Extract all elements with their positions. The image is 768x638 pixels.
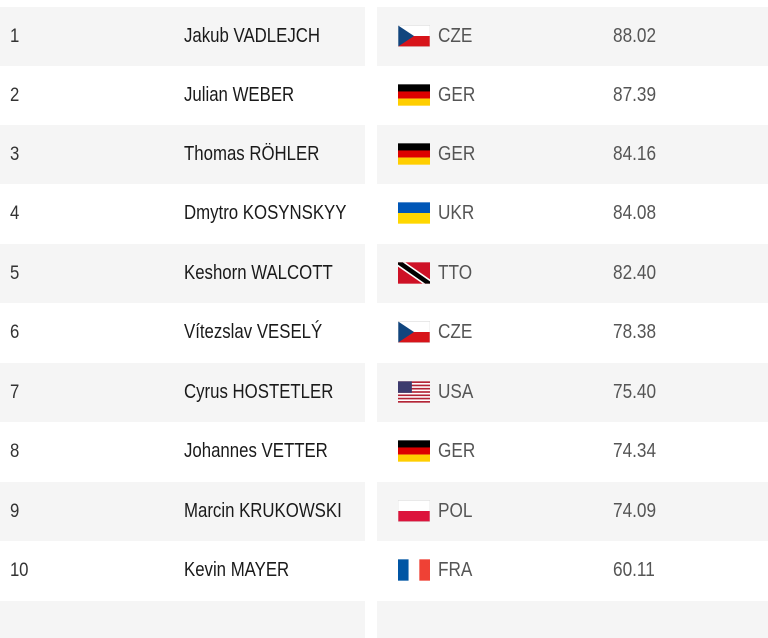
country-code: CZE [438, 25, 473, 47]
table-row[interactable]: 10 Kevin MAYER FRA 60.11 [0, 541, 768, 600]
ukr-flag-icon [398, 202, 430, 224]
athlete-name[interactable]: Julian WEBER [184, 84, 295, 106]
result-cell [377, 125, 768, 184]
rank: 5 [10, 263, 20, 284]
athlete-name[interactable]: Keshorn WALCOTT [184, 262, 333, 284]
country-code: GER [438, 84, 476, 106]
cze-flag-icon [398, 321, 430, 343]
table-row[interactable]: 2 Julian WEBER GER 87.39 [0, 66, 768, 125]
rank: 4 [10, 203, 20, 224]
country-code: GER [438, 143, 476, 165]
fra-flag-icon [398, 559, 430, 581]
result-cell [377, 7, 768, 66]
country-code: CZE [438, 321, 473, 343]
athlete-name[interactable]: Thomas RÖHLER [184, 143, 320, 165]
rank: 1 [10, 26, 20, 47]
result-mark: 75.40 [613, 381, 657, 403]
rank: 7 [10, 382, 20, 403]
cze-flag-icon [398, 25, 430, 47]
empty-cell [377, 601, 768, 638]
result-mark: 78.38 [613, 321, 657, 343]
rank: 3 [10, 144, 20, 165]
result-mark: 74.09 [613, 500, 657, 522]
athlete-name[interactable]: Dmytro KOSYNSKYY [184, 202, 347, 224]
rank: 2 [10, 85, 20, 106]
empty-cell [0, 601, 365, 638]
result-mark: 60.11 [613, 559, 655, 581]
athlete-name[interactable]: Kevin MAYER [184, 559, 290, 581]
usa-flag-icon [398, 381, 430, 403]
result-cell [377, 482, 768, 541]
athlete-name[interactable]: Jakub VADLEJCH [184, 25, 321, 47]
athlete-name[interactable]: Vítezslav VESELÝ [184, 321, 323, 343]
table-row[interactable]: 4 Dmytro KOSYNSKYY UKR 84.08 [0, 184, 768, 243]
rank: 9 [10, 501, 20, 522]
table-row[interactable]: 9 Marcin KRUKOWSKI POL 74.09 [0, 482, 768, 541]
table-row[interactable]: 6 Vítezslav VESELÝ CZE 78.38 [0, 303, 768, 362]
country-code: UKR [438, 202, 475, 224]
table-row[interactable]: 5 Keshorn WALCOTT TTO 82.40 [0, 244, 768, 303]
result-mark: 87.39 [613, 84, 657, 106]
athlete-cell [0, 482, 365, 541]
pol-flag-icon [398, 500, 430, 522]
result-cell [377, 244, 768, 303]
result-mark: 88.02 [613, 25, 657, 47]
athlete-name[interactable]: Marcin KRUKOWSKI [184, 500, 342, 522]
athlete-name[interactable]: Johannes VETTER [184, 440, 328, 462]
ger-flag-icon [398, 84, 430, 106]
result-mark: 82.40 [613, 262, 657, 284]
table-row[interactable]: 7 Cyrus HOSTETLER USA 75.40 [0, 363, 768, 422]
rank: 10 [10, 560, 29, 581]
table-row-empty [0, 601, 768, 638]
rank: 8 [10, 441, 20, 462]
ger-flag-icon [398, 143, 430, 165]
tto-flag-icon [398, 262, 430, 284]
athlete-cell [0, 363, 365, 422]
result-cell [377, 363, 768, 422]
table-row[interactable]: 8 Johannes VETTER GER 74.34 [0, 422, 768, 481]
result-mark: 84.08 [613, 202, 657, 224]
rank: 6 [10, 322, 20, 343]
country-code: TTO [438, 262, 473, 284]
country-code: GER [438, 440, 476, 462]
athlete-name[interactable]: Cyrus HOSTETLER [184, 381, 334, 403]
country-code: POL [438, 500, 473, 522]
result-mark: 84.16 [613, 143, 657, 165]
country-code: USA [438, 381, 474, 403]
table-row[interactable]: 1 Jakub VADLEJCH CZE 88.02 [0, 7, 768, 66]
athlete-cell [0, 244, 365, 303]
result-mark: 74.34 [613, 440, 657, 462]
ger-flag-icon [398, 440, 430, 462]
table-row[interactable]: 3 Thomas RÖHLER GER 84.16 [0, 125, 768, 184]
country-code: FRA [438, 559, 473, 581]
athlete-cell [0, 125, 365, 184]
athlete-cell [0, 7, 365, 66]
